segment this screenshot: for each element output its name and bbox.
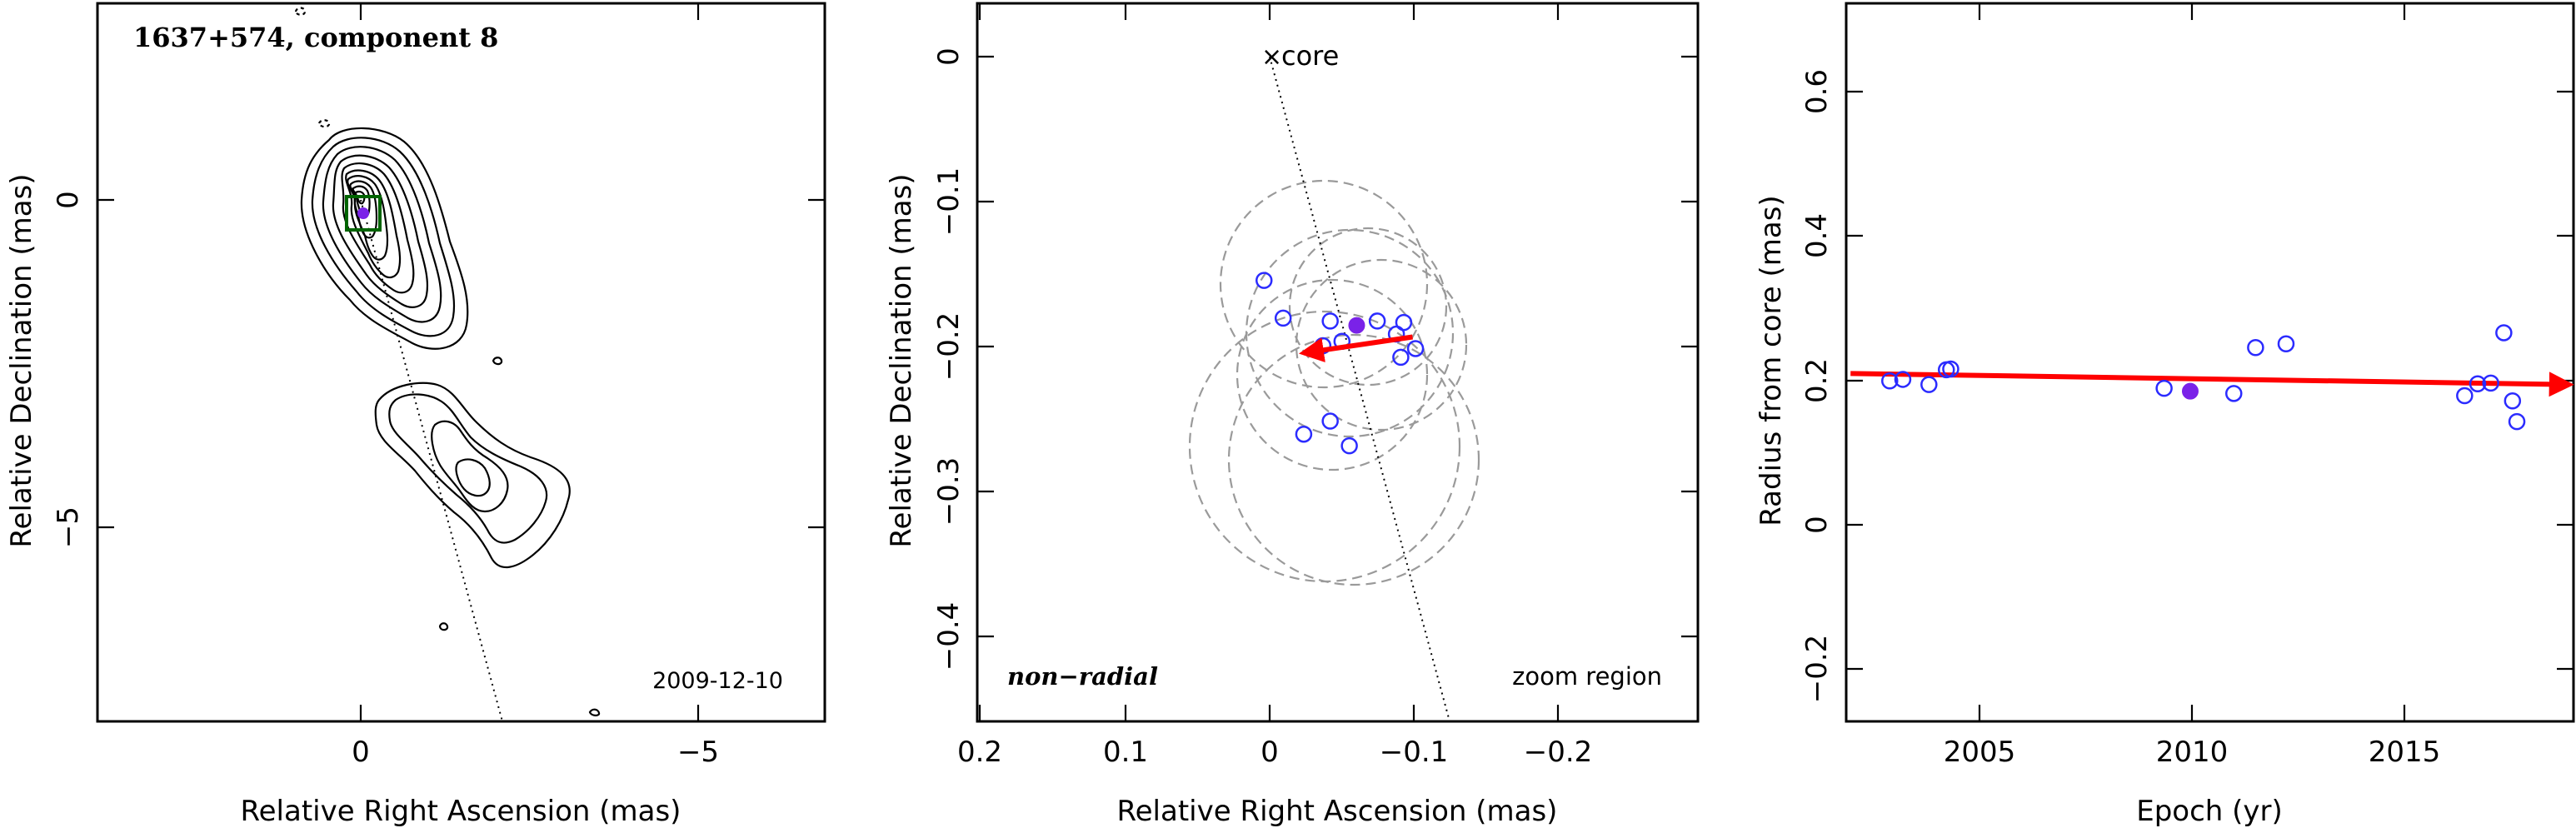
zoom-point xyxy=(1255,272,1273,289)
radius-x-tick-0: 2005 xyxy=(1944,736,2016,769)
map-title: 1637+574, component 8 xyxy=(133,22,498,53)
zoom-ticks xyxy=(977,3,1698,721)
zoom-point xyxy=(1295,425,1313,443)
zoom-frame xyxy=(976,2,1700,723)
map-x-axis-label: Relative Right Ascension (mas) xyxy=(241,795,681,828)
radius-frame xyxy=(1845,2,2575,723)
radius-point xyxy=(2247,338,2264,357)
radius-point xyxy=(2482,374,2499,392)
radius-x-tick-1: 2010 xyxy=(2156,736,2229,769)
contours-knot xyxy=(374,382,571,569)
radius-ticks xyxy=(1846,3,2574,721)
radius-x-tick-2: 2015 xyxy=(2369,736,2441,769)
zoom-y-tick-0: 0 xyxy=(932,47,966,66)
map-jet-axis xyxy=(360,199,503,722)
zoom-point xyxy=(1321,412,1339,430)
zoom-y-tick-4: −0.4 xyxy=(932,602,966,671)
zoom-x-tick-0: 0.2 xyxy=(957,736,1002,769)
radius-y-tick-0: 0.6 xyxy=(1800,69,1834,114)
map-frame xyxy=(96,2,826,723)
map-panel: 0 −5 0 −5 Relative Right Ascension (mas)… xyxy=(5,2,826,828)
motion-type-label: non−radial xyxy=(1007,662,1158,691)
zoom-points xyxy=(1255,272,1425,455)
zoom-point xyxy=(1321,312,1339,330)
radius-point xyxy=(2456,387,2474,405)
radius-y-tick-2: 0.2 xyxy=(1800,358,1834,403)
core-label: core xyxy=(1281,40,1339,72)
zoom-x-tick-2: 0 xyxy=(1261,736,1279,769)
radius-point xyxy=(2225,385,2243,402)
zoom-point xyxy=(1274,309,1292,327)
zoom-point xyxy=(1340,436,1358,455)
map-epoch-label: 2009-12-10 xyxy=(652,668,783,694)
component-box xyxy=(345,195,382,232)
zoom-y-tick-2: −0.2 xyxy=(932,312,966,382)
zoom-highlight-point xyxy=(1348,317,1365,334)
map-y-tick-0: 0 xyxy=(52,191,85,209)
zoom-panel: 0.2 0.1 0 −0.1 −0.2 0 −0.1 −0.2 −0.3 −0.… xyxy=(885,2,1700,828)
radius-point xyxy=(2469,375,2487,393)
zoom-size-circles xyxy=(1188,179,1480,586)
zoom-y-tick-1: −0.1 xyxy=(932,167,966,237)
radius-point xyxy=(1942,360,1959,378)
radius-x-axis-label: Epoch (yr) xyxy=(2136,795,2283,828)
zoom-y-tick-3: −0.3 xyxy=(932,457,966,526)
map-y-tick-1: −5 xyxy=(52,506,85,548)
zoom-point xyxy=(1392,348,1410,367)
zoom-x-tick-1: 0.1 xyxy=(1103,736,1148,769)
radius-points xyxy=(1881,324,2526,431)
radius-point xyxy=(1894,371,1912,388)
radius-point xyxy=(2495,324,2513,342)
zoom-point xyxy=(1406,340,1425,357)
zoom-motion-arrow xyxy=(1298,334,1413,363)
radius-point xyxy=(2277,335,2295,353)
contours-core xyxy=(300,127,469,350)
zoom-point xyxy=(1395,313,1413,332)
zoom-y-axis-label: Relative Declination (mas) xyxy=(885,173,918,547)
map-x-tick-0: 0 xyxy=(352,736,370,769)
radius-point xyxy=(2504,392,2522,410)
zoom-point xyxy=(1368,312,1386,330)
radius-y-tick-3: 0 xyxy=(1800,516,1834,534)
radius-point xyxy=(2508,412,2526,431)
radius-point xyxy=(1920,376,1938,393)
zoom-x-axis-label: Relative Right Ascension (mas) xyxy=(1117,795,1558,828)
radius-y-axis-label: Radius from core (mas) xyxy=(1755,195,1788,526)
radius-panel: 2005 2010 2015 0.6 0.4 0.2 0 −0.2 Epoch … xyxy=(1755,2,2575,828)
component-marker xyxy=(357,207,369,219)
radius-y-tick-4: −0.2 xyxy=(1800,635,1834,704)
zoom-x-tick-4: −0.2 xyxy=(1524,736,1593,769)
radius-point xyxy=(1881,372,1899,390)
zoom-region-label: zoom region xyxy=(1512,662,1662,691)
map-x-tick-1: −5 xyxy=(677,736,719,769)
map-y-axis-label: Relative Declination (mas) xyxy=(5,173,38,547)
radius-point xyxy=(2155,379,2173,397)
radius-fit-arrow xyxy=(1850,371,2574,397)
core-marker: × xyxy=(1261,42,1282,72)
zoom-x-tick-3: −0.1 xyxy=(1380,736,1449,769)
radius-highlight-point xyxy=(2181,382,2199,400)
contours-isolated xyxy=(294,7,601,716)
map-ticks xyxy=(97,3,825,721)
radius-y-tick-1: 0.4 xyxy=(1800,213,1834,258)
zoom-jet-axis xyxy=(1269,56,1450,722)
